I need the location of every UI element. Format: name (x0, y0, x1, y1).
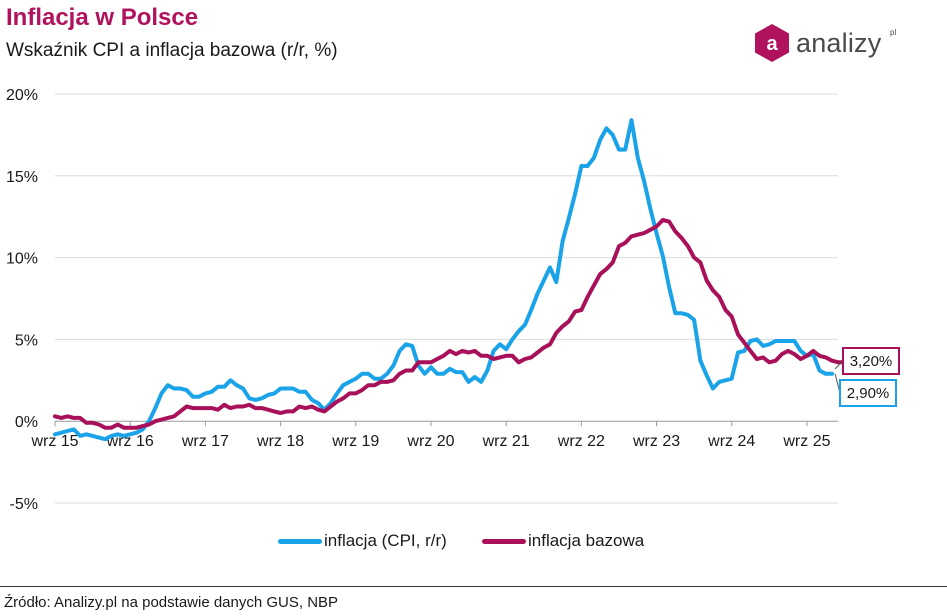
logo-icon-letter: a (766, 33, 778, 55)
logo-wordmark: analizy (796, 28, 882, 58)
hexagon-a-logo-icon: a (755, 24, 789, 62)
legend-swatch-cpi (278, 538, 322, 544)
legend-item-cpi: inflacja (CPI, r/r) (278, 531, 447, 551)
chart-subtitle: Wskaźnik CPI a inflacja bazowa (r/r, %) (6, 40, 338, 61)
callout-label-core: 3,20% (850, 353, 893, 370)
series-line-cpi (53, 118, 834, 442)
legend: inflacja (CPI, r/r) inflacja bazowa (0, 531, 947, 555)
y-tick-label: 10% (6, 251, 38, 268)
x-tick-label: wrz 15 (30, 433, 78, 450)
x-axis: wrz 15 wrz 16 wrz 17 wrz 18 wrz 19 wrz 20 wrz … (30, 420, 838, 450)
series-line-core (53, 218, 891, 430)
callout-leader-core (834, 360, 844, 370)
chart-title: Inflacja w Polsce (6, 4, 199, 31)
logo-superscript: pl (890, 28, 897, 37)
x-tick-label: wrz 19 (331, 433, 379, 450)
x-tick-label: wrz 21 (482, 433, 530, 450)
x-tick-label: wrz 24 (707, 433, 755, 450)
y-tick-label: 15% (6, 169, 38, 186)
callout-box-core (842, 347, 900, 375)
gridlines (55, 93, 838, 504)
series-lines (53, 118, 891, 442)
x-tick-label: wrz 18 (256, 433, 304, 450)
y-tick-label: -5% (10, 496, 38, 513)
source-divider (0, 586, 947, 587)
source-note: Źródło: Analizy.pl na podstawie danych G… (4, 594, 339, 611)
x-tick-label: wrz 22 (557, 433, 605, 450)
x-tick-label: wrz 23 (632, 433, 680, 450)
y-tick-label: 0% (15, 414, 38, 431)
x-tick-label: wrz 20 (406, 433, 454, 450)
x-tick-label: wrz 16 (106, 433, 154, 450)
callout-label-cpi: 2,90% (847, 385, 890, 402)
legend-item-core: inflacja bazowa (482, 531, 644, 551)
end-value-callouts: 3,20% 2,90% (834, 347, 900, 407)
y-axis-ticks: -5% 0% 5% 10% 15% 20% (6, 87, 38, 513)
y-tick-label: 5% (15, 332, 38, 349)
x-tick-label: wrz 17 (181, 433, 229, 450)
legend-label-cpi: inflacja (CPI, r/r) (324, 531, 447, 550)
x-tick-label: wrz 25 (782, 433, 830, 450)
callout-box-cpi (839, 379, 897, 407)
y-tick-label: 20% (6, 87, 38, 104)
legend-label-core: inflacja bazowa (528, 531, 645, 550)
brand-logo: a analizy pl (752, 22, 912, 66)
legend-swatch-core (482, 538, 526, 544)
